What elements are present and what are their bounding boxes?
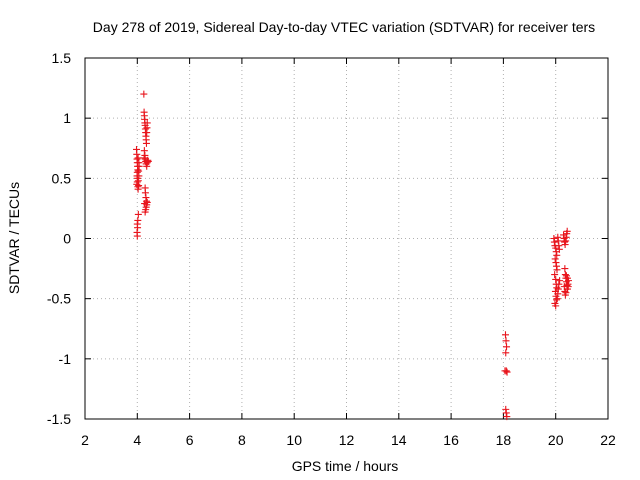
data-point: [133, 232, 141, 240]
data-point: [552, 296, 560, 304]
y-tick-label: -0.5: [47, 291, 71, 307]
data-point: [555, 245, 563, 253]
x-tick-label: 16: [443, 432, 459, 448]
x-tick-label: 18: [496, 432, 512, 448]
x-tick-label: 22: [600, 432, 616, 448]
data-point: [551, 271, 559, 279]
data-point: [144, 157, 152, 165]
x-tick-label: 12: [339, 432, 355, 448]
data-point: [143, 119, 151, 127]
x-tick-label: 20: [548, 432, 564, 448]
data-point: [140, 154, 148, 162]
data-points: [133, 90, 573, 421]
chart-title: Day 278 of 2019, Sidereal Day-to-day VTE…: [93, 19, 595, 35]
x-tick-label: 8: [238, 432, 246, 448]
data-point: [134, 154, 142, 162]
data-point: [563, 274, 571, 282]
x-tick-label: 10: [286, 432, 302, 448]
data-point: [502, 367, 510, 375]
data-point: [503, 343, 511, 351]
data-point: [134, 210, 142, 218]
x-tick-label: 14: [391, 432, 407, 448]
data-point: [564, 283, 572, 291]
axis-ticks: 2 4 6 8 10 12 14 16 18 20 22 1.5 1 0.5 0 -0.5 -1 -1.5: [47, 50, 616, 448]
y-tick-label: 1.5: [52, 50, 72, 66]
y-axis-title: SDTVAR / TECUs: [6, 182, 22, 294]
x-tick-label: 4: [133, 432, 141, 448]
y-tick-label: -1: [59, 351, 72, 367]
data-point: [135, 159, 143, 167]
data-point: [503, 368, 511, 376]
data-point: [142, 139, 150, 147]
data-point: [553, 284, 561, 292]
data-point: [561, 265, 569, 273]
x-tick-label: 6: [186, 432, 194, 448]
y-tick-label: 0: [63, 231, 71, 247]
data-point: [141, 208, 149, 216]
data-point: [562, 289, 570, 297]
data-point: [552, 302, 560, 310]
data-point: [553, 266, 561, 274]
y-tick-label: 1: [63, 110, 71, 126]
grid-lines: [85, 58, 608, 419]
data-point: [551, 255, 559, 263]
data-point: [502, 349, 510, 357]
data-point: [563, 227, 571, 235]
y-tick-label: -1.5: [47, 411, 71, 427]
data-point: [501, 331, 509, 339]
data-point: [143, 198, 151, 206]
y-tick-label: 0.5: [52, 170, 72, 186]
x-tick-label: 2: [81, 432, 89, 448]
data-point: [503, 413, 511, 421]
data-point: [140, 90, 148, 98]
data-point: [556, 277, 564, 285]
x-axis-title: GPS time / hours: [292, 458, 399, 474]
data-point: [553, 251, 561, 259]
data-point: [502, 337, 510, 345]
data-point: [555, 280, 563, 288]
